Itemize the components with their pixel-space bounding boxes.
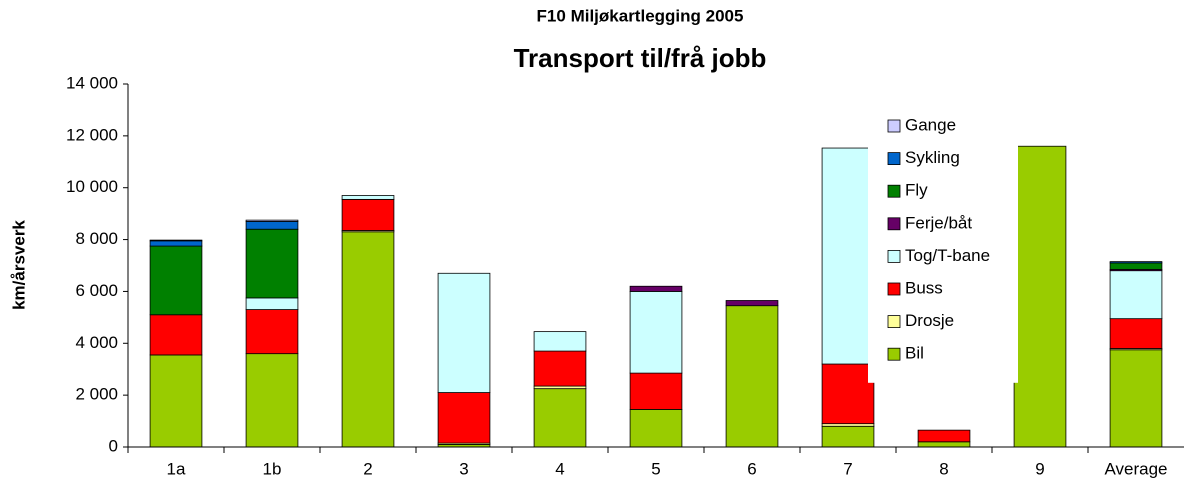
bar-segment	[149, 239, 203, 242]
bar-segment	[821, 147, 875, 365]
legend-swatch	[887, 282, 901, 296]
x-tick-label: 1b	[263, 459, 282, 478]
bar-segment	[821, 363, 875, 425]
bar-segment	[341, 198, 395, 231]
legend-label: Bil	[905, 344, 924, 363]
bar-segment	[917, 441, 971, 448]
legend-swatch	[887, 217, 901, 231]
bar-segment	[245, 228, 299, 299]
y-tick-label: 14 000	[66, 73, 118, 92]
bar-segment	[725, 305, 779, 448]
bar-segment	[149, 314, 203, 356]
x-tick-label: 1a	[167, 459, 186, 478]
y-tick-label: 8 000	[75, 229, 118, 248]
chart-title: F10 Miljøkartlegging 2005	[537, 6, 744, 25]
x-tick-label: 5	[651, 459, 660, 478]
bar-segment	[149, 245, 203, 316]
x-tick-label: 8	[939, 459, 948, 478]
y-tick-label: 4 000	[75, 333, 118, 352]
bar-segment	[437, 392, 491, 444]
legend-label: Buss	[905, 278, 943, 297]
bar-segment	[533, 331, 587, 352]
x-tick-label: 4	[555, 459, 564, 478]
y-tick-label: 12 000	[66, 125, 118, 144]
legend-swatch	[887, 249, 901, 263]
x-tick-label: Average	[1104, 459, 1167, 478]
bar-segment	[1109, 261, 1163, 264]
legend-label: Drosje	[905, 311, 954, 330]
bar-segment	[1109, 318, 1163, 349]
legend-swatch	[887, 152, 901, 166]
legend-swatch	[887, 184, 901, 198]
y-tick-label: 6 000	[75, 281, 118, 300]
bar-segment	[629, 372, 683, 410]
legend-label: Fly	[905, 181, 928, 200]
legend-swatch	[887, 315, 901, 329]
y-tick-label: 2 000	[75, 385, 118, 404]
legend-label: Sykling	[905, 148, 960, 167]
bar-segment	[629, 409, 683, 448]
bar-segment	[821, 425, 875, 448]
bar-segment	[533, 388, 587, 448]
bar-segment	[1109, 349, 1163, 448]
bar-segment	[341, 195, 395, 200]
bar-segment	[341, 231, 395, 448]
y-axis-label: km/årsverk	[9, 220, 28, 310]
y-tick-label: 0	[109, 436, 118, 455]
x-tick-label: 3	[459, 459, 468, 478]
bar-segment	[437, 272, 491, 393]
bar-segment	[245, 219, 299, 222]
x-tick-label: 7	[843, 459, 852, 478]
x-tick-label: 6	[747, 459, 756, 478]
bar-segment	[1013, 145, 1067, 448]
legend-label: Gange	[905, 115, 956, 134]
x-tick-label: 9	[1035, 459, 1044, 478]
x-tick-label: 2	[363, 459, 372, 478]
bar-segment	[245, 297, 299, 310]
bar-segment	[629, 285, 683, 292]
legend-label: Tog/T-bane	[905, 246, 990, 265]
bar-segment	[245, 309, 299, 355]
bar-segment	[245, 221, 299, 230]
bar-segment	[149, 240, 203, 247]
legend-swatch	[887, 347, 901, 361]
bar-segment	[245, 353, 299, 448]
bar-segment	[917, 429, 971, 443]
y-tick-label: 10 000	[66, 177, 118, 196]
bar-segment	[1109, 262, 1163, 270]
bar-segment	[533, 350, 587, 387]
legend-label: Ferje/båt	[905, 213, 972, 232]
bar-segment	[629, 291, 683, 374]
bar-segment	[149, 354, 203, 448]
chart-subtitle: Transport til/frå jobb	[514, 43, 767, 73]
legend-swatch	[887, 119, 901, 133]
bar-segment	[1109, 270, 1163, 320]
bar-segment	[725, 300, 779, 307]
